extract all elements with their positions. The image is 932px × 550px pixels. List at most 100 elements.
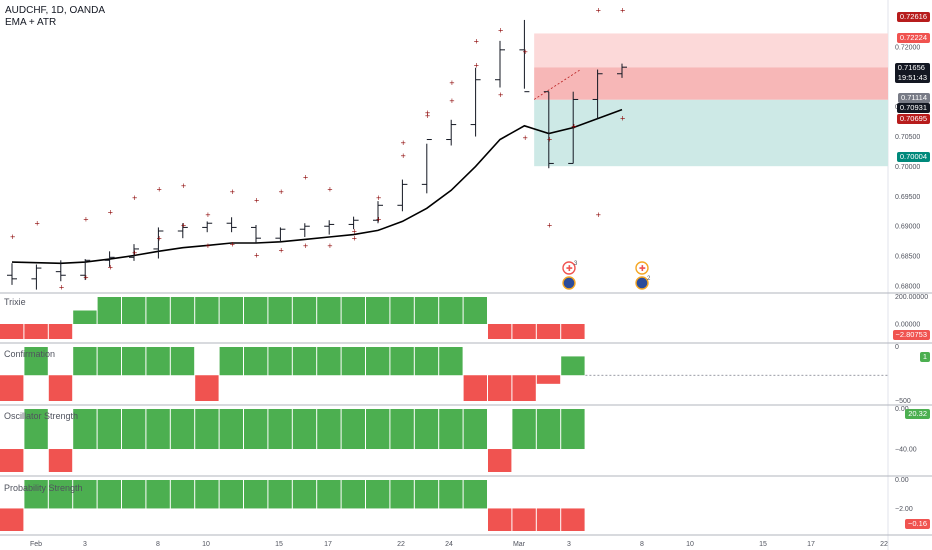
indicator-legend[interactable]: EMA + ATR <box>5 17 57 28</box>
pane-scale-label: −2.00 <box>895 506 913 513</box>
histogram-bar-negative <box>561 508 585 531</box>
ohlc-bar <box>421 139 432 194</box>
histogram-bar-positive <box>195 297 219 324</box>
time-axis-label: 10 <box>686 541 694 548</box>
atr-dot: + <box>547 222 553 230</box>
histogram-bar-positive <box>122 480 146 509</box>
histogram-bar-positive <box>317 409 341 450</box>
pane-title-oscillator-strength[interactable]: Oscillator Strength <box>4 411 79 421</box>
histogram-bar-positive <box>390 297 414 324</box>
histogram-bar-negative <box>48 375 73 401</box>
atr-dot: + <box>132 249 138 257</box>
ohlc-bar <box>617 63 627 78</box>
histogram-bar-positive <box>317 347 341 376</box>
time-axis-label: 8 <box>640 541 644 548</box>
time-axis-label: 15 <box>275 541 283 548</box>
atr-dot: + <box>425 109 431 117</box>
histogram-bar-negative <box>488 508 512 531</box>
atr-dot: + <box>83 216 89 224</box>
histogram-bar-positive <box>73 310 97 324</box>
atr-dot: + <box>205 211 211 219</box>
atr-dot: + <box>522 134 528 142</box>
histogram-bar-negative <box>536 375 561 384</box>
dividend-flag-icon-2[interactable]: ✚ <box>635 261 649 275</box>
atr-dot: + <box>327 186 333 194</box>
take-profit-zone <box>534 99 888 167</box>
australia-flag-icon-1[interactable] <box>562 276 576 290</box>
histogram-bar-positive <box>24 480 48 509</box>
histogram-bar-negative <box>488 449 512 472</box>
histogram-bar-positive <box>219 297 243 324</box>
histogram-bar-positive <box>244 347 268 376</box>
histogram-bar-positive <box>341 297 365 324</box>
time-axis-label: 3 <box>83 541 87 548</box>
atr-dot: + <box>132 194 138 202</box>
pane-title-confirmation[interactable]: Confirmation <box>4 349 56 359</box>
ohlc-bar <box>104 251 115 267</box>
pane-title-trixie[interactable]: Trixie <box>4 297 26 307</box>
ohlc-bar <box>495 40 505 88</box>
event-markers[interactable]: ✚ 3 ✚ 2 <box>562 261 651 290</box>
stop-loss-zone-outer <box>534 33 888 68</box>
histogram-bar-positive <box>268 480 292 509</box>
histogram-bar-positive <box>292 480 317 509</box>
price-tag: 0.72616 <box>896 12 930 22</box>
histogram-bar-positive <box>292 297 317 324</box>
dividend-flag-icon-1[interactable]: ✚ 3 <box>562 261 578 275</box>
histogram-bar-positive <box>97 347 121 376</box>
pane-title-probability-strength[interactable]: Probability Strength <box>4 483 83 493</box>
price-tag: 0.70004 <box>896 152 930 162</box>
price-tag-value: 0.71656 <box>897 63 925 72</box>
time-axis-label: Feb <box>30 541 42 548</box>
histogram-bar-negative <box>24 324 48 339</box>
ema-line <box>11 108 623 265</box>
atr-dot: + <box>181 182 187 190</box>
histogram-bar-positive <box>414 347 439 376</box>
histogram-bar-positive <box>463 409 487 450</box>
atr-dot: + <box>498 91 504 99</box>
histogram-bar-positive <box>24 409 48 450</box>
symbol-legend[interactable]: AUDCHF, 1D, OANDA <box>5 5 106 16</box>
histogram-bar-negative <box>512 375 536 401</box>
histogram-bar-positive <box>439 409 463 450</box>
atr-dot: + <box>156 235 162 243</box>
ohlc-bar <box>373 201 383 224</box>
atr-dot: + <box>571 122 577 130</box>
histogram-bar-negative <box>0 508 24 531</box>
histogram-bar-positive <box>268 347 292 376</box>
time-axis-label: 15 <box>759 541 767 548</box>
histogram-bar-positive <box>317 297 341 324</box>
atr-dot: + <box>376 194 382 202</box>
time-axis-label: 24 <box>445 541 453 548</box>
ohlc-bar <box>129 244 139 261</box>
ohlc-bar <box>177 223 188 239</box>
histogram-bar-positive <box>122 347 146 376</box>
price-tag: 0.71656 19:51:43 <box>894 63 930 83</box>
histogram-bar-positive <box>366 347 390 376</box>
ohlc-bar <box>55 260 66 282</box>
atr-dot: + <box>205 242 211 250</box>
pane-scale-label: 0.00000 <box>895 322 920 329</box>
atr-dot: + <box>156 186 162 194</box>
histogram-bar-positive <box>170 480 195 509</box>
histogram-bar-positive <box>170 347 195 376</box>
pane-value-tag: −2.80753 <box>892 330 930 340</box>
atr-dot: + <box>351 228 357 236</box>
australia-flag-icon-2[interactable]: 2 <box>635 276 651 290</box>
pane-scale-label: −500 <box>895 398 911 405</box>
ohlc-bar <box>568 91 579 164</box>
pane-scale-label: −40.00 <box>895 447 917 454</box>
event-count-2: 2 <box>647 276 651 282</box>
histogram-bar-positive <box>73 480 97 509</box>
ohlc-bar <box>299 223 310 237</box>
price-tick-label: 0.70500 <box>895 134 920 141</box>
time-axis-label: 17 <box>324 541 332 548</box>
histogram-bar-positive <box>268 409 292 450</box>
price-bars <box>7 19 627 290</box>
atr-dot: + <box>107 208 113 216</box>
histogram-bar-positive <box>414 409 439 450</box>
histogram-bar-positive <box>24 347 48 376</box>
histogram-bar-positive <box>244 480 268 509</box>
time-axis-label: 8 <box>156 541 160 548</box>
